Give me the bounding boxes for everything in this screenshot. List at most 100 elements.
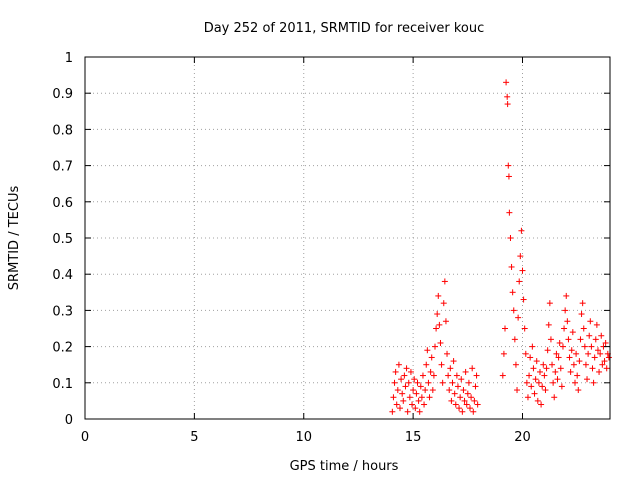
data-point	[441, 278, 448, 285]
data-point	[533, 358, 540, 365]
data-point	[514, 387, 521, 394]
data-point	[517, 253, 524, 260]
grid	[85, 57, 610, 419]
data-point	[435, 292, 442, 299]
data-point	[459, 408, 466, 415]
data-point	[511, 336, 518, 343]
data-point	[576, 358, 583, 365]
data-point	[527, 354, 534, 361]
x-tick-label: 0	[81, 430, 89, 445]
data-point	[512, 361, 519, 368]
data-point	[573, 350, 580, 357]
data-point	[515, 314, 522, 321]
data-point	[580, 325, 587, 332]
data-point	[528, 383, 535, 390]
data-point	[509, 289, 516, 296]
data-point	[449, 379, 456, 386]
data-point	[411, 376, 418, 383]
data-point	[471, 397, 478, 404]
data-point	[575, 387, 582, 394]
data-point	[390, 394, 397, 401]
data-point	[467, 405, 473, 412]
data-point	[552, 368, 559, 375]
data-point	[553, 350, 560, 357]
data-point	[510, 307, 517, 314]
axis-ticks: 0 5 10 15 20 0 0.1 0.2 0.3 0.4 0.5 0.6 0.7 0.8 0.9 1	[52, 51, 610, 445]
y-tick-label: 1	[65, 51, 73, 66]
data-point	[535, 379, 542, 386]
data-point	[537, 368, 543, 375]
data-point	[402, 383, 409, 390]
data-point	[507, 235, 514, 241]
data-point	[543, 365, 550, 372]
data-point	[605, 354, 612, 361]
data-point	[450, 358, 457, 365]
data-point	[430, 372, 437, 379]
data-point	[523, 379, 530, 386]
data-point	[465, 379, 472, 386]
data-point	[454, 383, 461, 390]
data-point	[550, 379, 557, 386]
x-tick-label: 15	[405, 430, 422, 445]
data-point	[502, 325, 508, 332]
data-point	[410, 387, 417, 394]
data-point	[519, 267, 526, 274]
data-point	[558, 383, 565, 390]
data-point	[531, 390, 538, 397]
data-point	[529, 343, 536, 350]
data-point	[414, 379, 421, 386]
data-point	[577, 336, 584, 343]
data-point	[456, 405, 463, 412]
data-point	[559, 343, 566, 350]
data-point	[567, 368, 574, 375]
y-tick-label: 0.4	[52, 268, 73, 283]
data-point	[392, 368, 399, 375]
data-point	[564, 318, 571, 325]
data-point	[426, 394, 433, 401]
x-tick-label: 5	[190, 430, 198, 445]
data-point	[404, 408, 411, 415]
data-point	[463, 401, 470, 408]
data-point	[572, 379, 578, 386]
data-point	[419, 372, 426, 379]
data-point	[565, 336, 572, 343]
data-point	[582, 361, 589, 368]
data-point	[556, 339, 563, 346]
data-point	[588, 343, 595, 350]
data-point	[409, 401, 416, 408]
data-point	[532, 376, 539, 383]
data-point	[561, 325, 568, 332]
data-point	[569, 329, 576, 336]
data-point	[400, 397, 407, 404]
data-point	[581, 343, 588, 350]
data-point	[586, 332, 593, 339]
data-point	[539, 383, 546, 390]
data-point	[503, 79, 510, 86]
data-point	[545, 321, 552, 328]
data-point	[594, 347, 601, 354]
data-point	[516, 278, 523, 285]
data-point	[472, 383, 479, 390]
data-point	[427, 368, 434, 375]
data-point	[589, 365, 596, 372]
data-point	[415, 397, 422, 404]
y-tick-label: 0.8	[52, 123, 73, 138]
data-point	[541, 372, 548, 379]
data-point	[407, 368, 414, 375]
plot-frame	[84, 56, 611, 420]
data-point	[598, 332, 605, 339]
data-point	[574, 372, 581, 379]
data-point	[504, 93, 511, 100]
data-point	[461, 397, 468, 404]
data-point	[422, 387, 429, 394]
y-tick-label: 0.1	[52, 377, 73, 392]
data-point	[453, 372, 460, 379]
data-point	[566, 354, 573, 361]
data-point	[464, 390, 471, 397]
data-point	[462, 368, 469, 375]
data-point	[554, 376, 561, 383]
data-point	[563, 292, 570, 299]
data-point	[460, 387, 467, 394]
